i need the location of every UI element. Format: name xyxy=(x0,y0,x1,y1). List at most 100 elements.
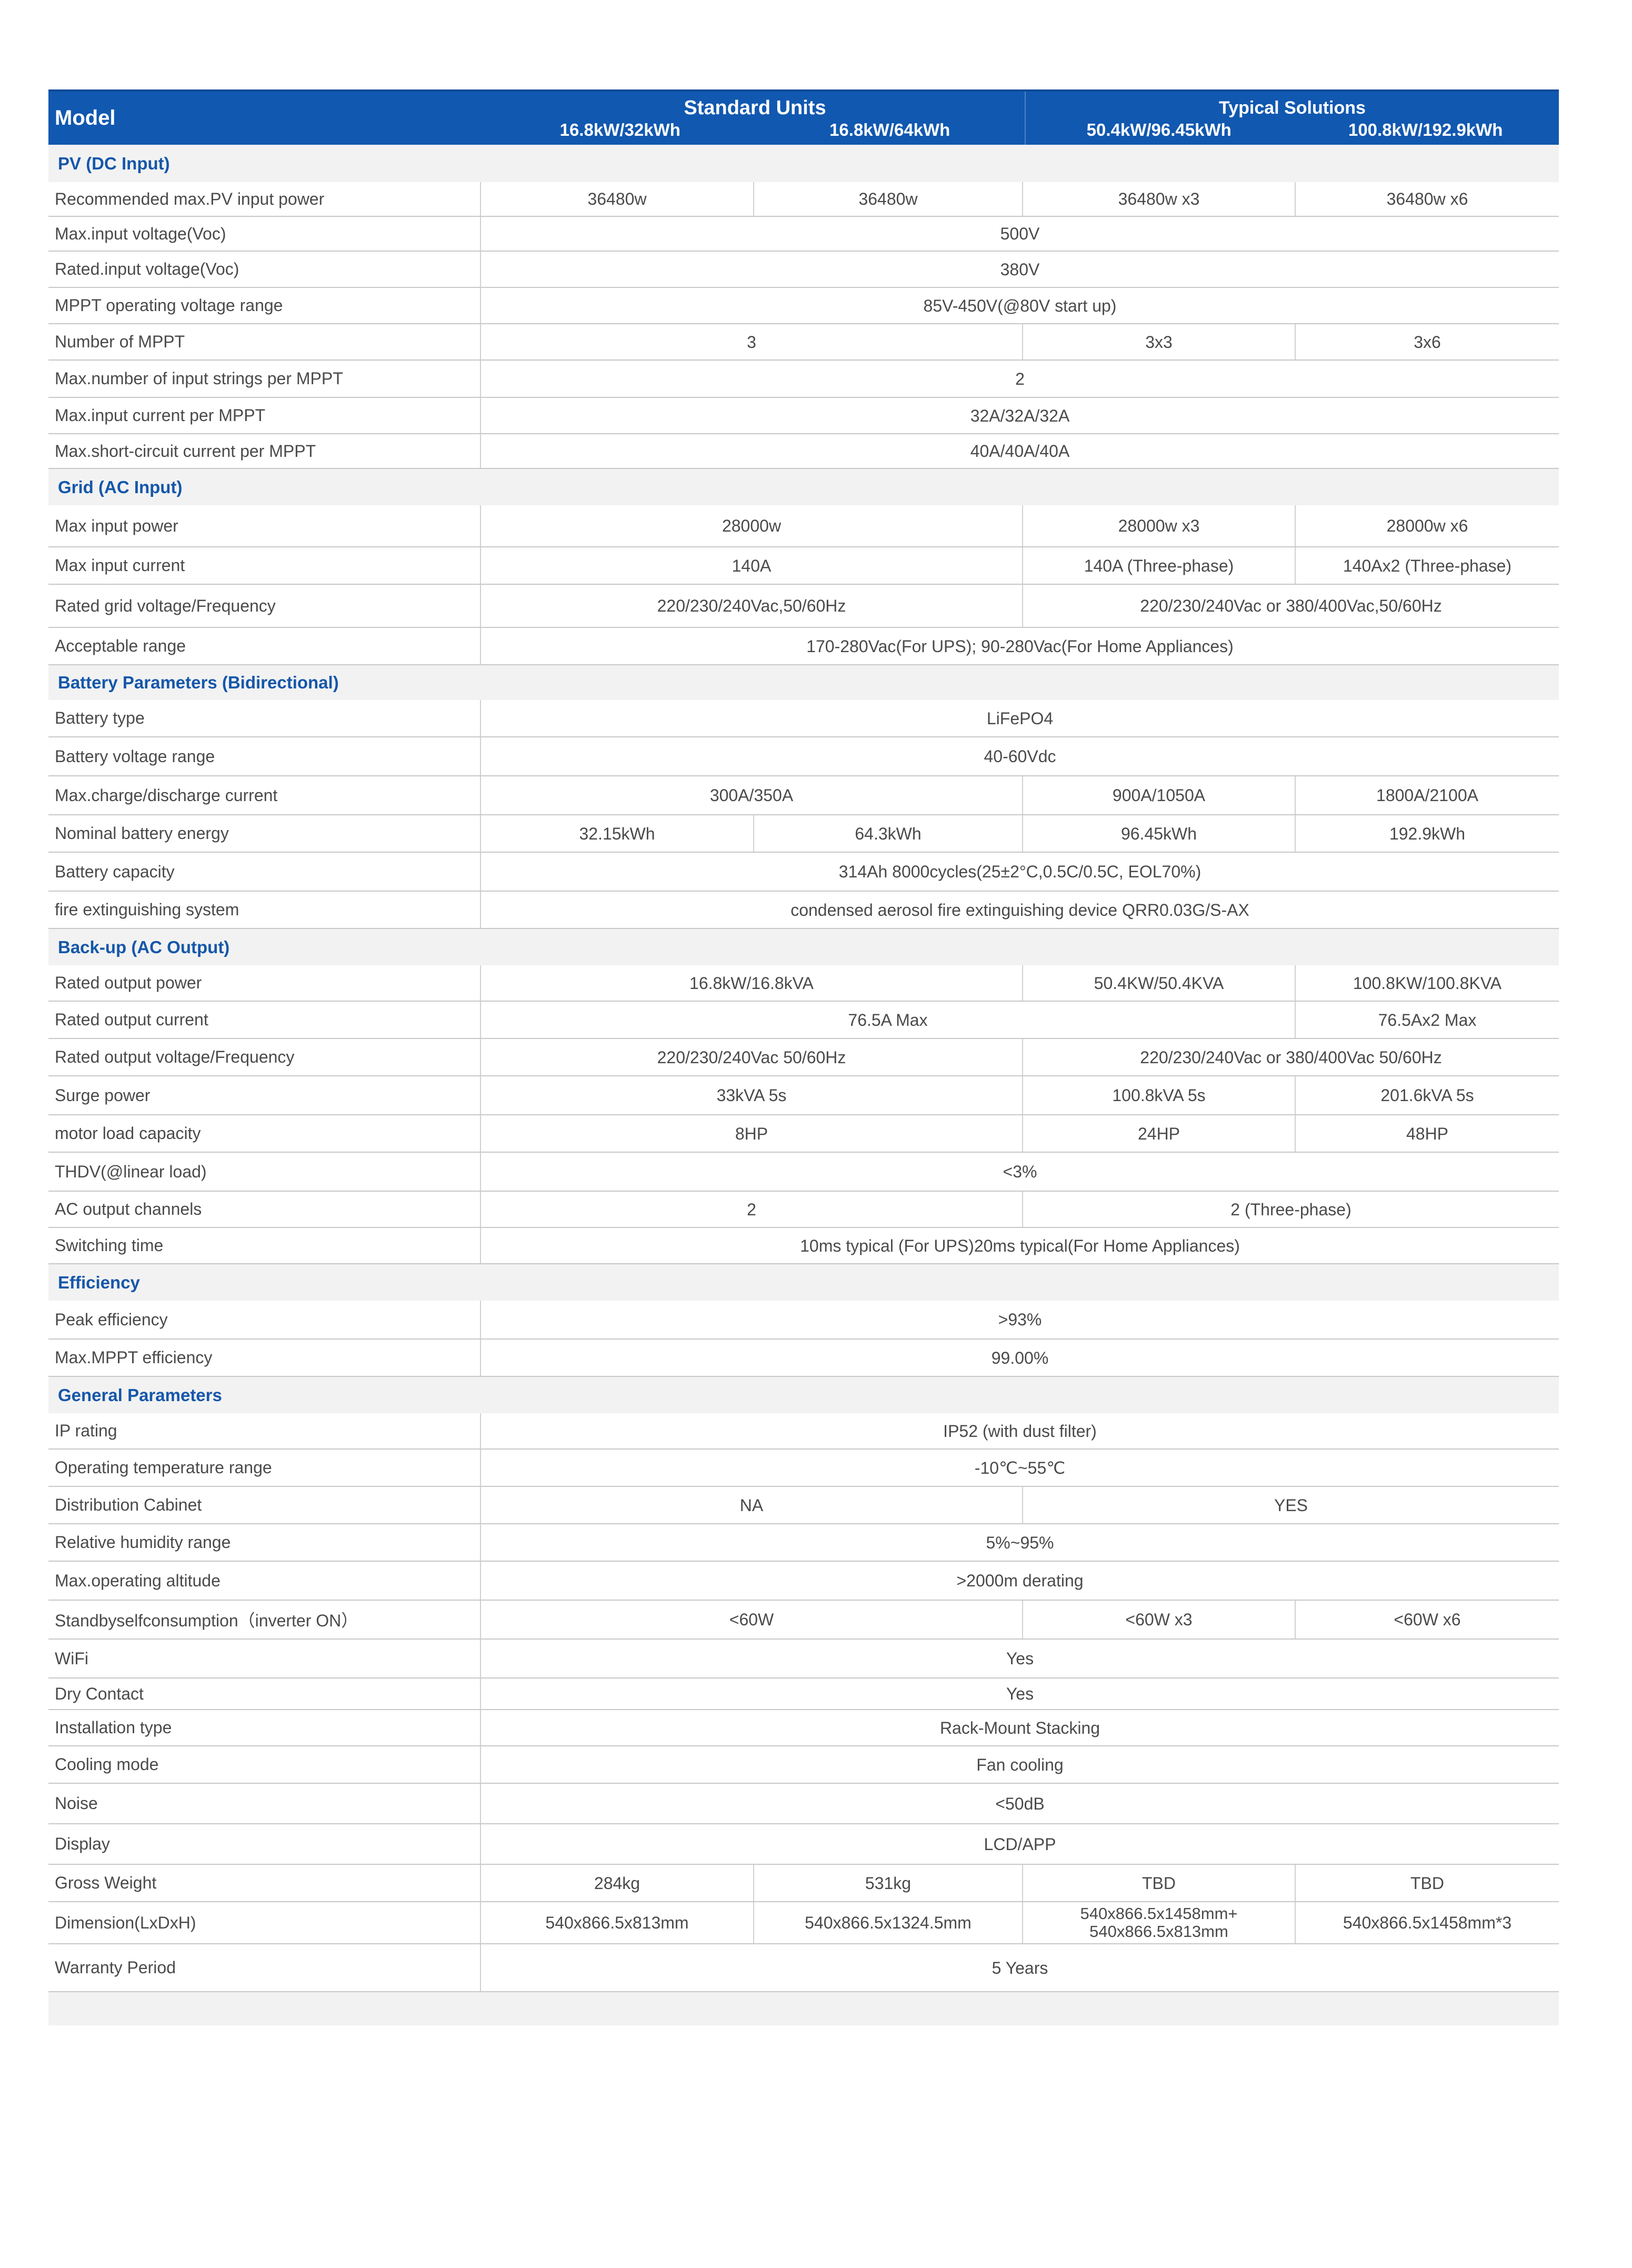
row-value: 1800A/2100A xyxy=(1376,786,1478,805)
table-row: Peak efficiency >93% xyxy=(48,1301,1559,1340)
table-row: Rated.input voltage(Voc) 380V xyxy=(48,252,1559,288)
row-label: Rated.input voltage(Voc) xyxy=(48,252,481,287)
row-value: >2000m derating xyxy=(956,1571,1084,1590)
row-value: 28000w xyxy=(481,505,1023,546)
row-value: -10℃~55℃ xyxy=(974,1458,1066,1477)
table-row: Max input power 28000w 28000w x3 28000w x6 xyxy=(48,505,1559,547)
row-value: 10ms typical (For UPS)20ms typical(For H… xyxy=(800,1236,1240,1255)
row-value: 300A/350A xyxy=(481,776,1023,814)
row-value: 36480w x6 xyxy=(1386,189,1468,208)
table-row: Max.charge/discharge current 300A/350A 900… xyxy=(48,776,1559,815)
section-title: General Parameters xyxy=(48,1377,1559,1413)
row-value: 33kVA 5s xyxy=(481,1076,1023,1114)
row-value: 3 xyxy=(481,324,1023,359)
row-label: Rated output voltage/Frequency xyxy=(48,1039,481,1075)
row-value: 220/230/240Vac or 380/400Vac 50/60Hz xyxy=(1140,1047,1442,1067)
row-value: 48HP xyxy=(1406,1124,1449,1143)
row-value: 5%~95% xyxy=(986,1533,1054,1552)
table-row: Warranty Period 5 Years xyxy=(48,1944,1559,1992)
row-value: 140A xyxy=(481,547,1023,584)
table-row: Switching time 10ms typical (For UPS)20ms… xyxy=(48,1228,1559,1264)
row-value: 50.4KW/50.4KVA xyxy=(1023,965,1296,1001)
row-value: 140Ax2 (Three-phase) xyxy=(1343,556,1512,575)
row-label: Rated output current xyxy=(48,1002,481,1038)
section-title: Battery Parameters (Bidirectional) xyxy=(48,665,1559,700)
row-value: 3x3 xyxy=(1023,324,1296,359)
row-value: 36480w xyxy=(754,182,1023,216)
row-value: <3% xyxy=(1003,1162,1037,1181)
row-value: 28000w x3 xyxy=(1023,505,1296,546)
table-row: Cooling mode Fan cooling xyxy=(48,1746,1559,1784)
table-row: AC output channels 2 2 (Three-phase) xyxy=(48,1192,1559,1228)
table-row: Max.operating altitude >2000m derating xyxy=(48,1562,1559,1601)
row-value: YES xyxy=(1274,1495,1308,1515)
row-label: Battery type xyxy=(48,700,481,736)
table-row: Rated output voltage/Frequency 220/230/24… xyxy=(48,1039,1559,1076)
row-label: Dimension(LxDxH) xyxy=(48,1902,481,1943)
row-label: Battery capacity xyxy=(48,853,481,891)
row-label: Switching time xyxy=(48,1228,481,1263)
group-title: Typical Solutions xyxy=(1218,97,1366,118)
row-value: LiFePO4 xyxy=(986,708,1054,728)
row-value: 32A/32A/32A xyxy=(970,406,1070,425)
row-label: Distribution Cabinet xyxy=(48,1487,481,1523)
row-value: Yes xyxy=(1006,1684,1034,1703)
row-value: 76.5A Max xyxy=(481,1002,1296,1038)
table-row: Nominal battery energy 32.15kWh 64.3kWh 96.… xyxy=(48,815,1559,853)
table-row: WiFi Yes xyxy=(48,1640,1559,1678)
table-row: Operating temperature range -10℃~55℃ xyxy=(48,1450,1559,1487)
model-name: 100.8kW/192.9kWh xyxy=(1348,119,1503,139)
row-value: 5 Years xyxy=(992,1958,1048,1977)
table-row: Max input current 140A 140A (Three-phase) 1… xyxy=(48,547,1559,585)
standard-units-group: Standard Units 16.8kW/32kWh 16.8kW/64kWh xyxy=(485,92,1026,145)
row-label: Display xyxy=(48,1824,481,1864)
group-title: Standard Units xyxy=(684,96,826,119)
row-value: 3x6 xyxy=(1414,332,1441,352)
row-label: Cooling mode xyxy=(48,1746,481,1783)
row-label: AC output channels xyxy=(48,1192,481,1227)
row-label: Max.charge/discharge current xyxy=(48,776,481,814)
table-row: Battery capacity 314Ah 8000cycles(25±2°C,… xyxy=(48,853,1559,892)
row-label: Max.input current per MPPT xyxy=(48,398,481,433)
row-value: 500V xyxy=(1000,224,1040,243)
row-value: 24HP xyxy=(1023,1115,1296,1152)
row-label: MPPT operating voltage range xyxy=(48,288,481,323)
spec-table: Model Standard Units 16.8kW/32kWh 16.8kW… xyxy=(48,89,1559,2025)
table-row: fire extinguishing system condensed aeros… xyxy=(48,892,1559,929)
row-value: >93% xyxy=(998,1310,1042,1329)
row-value: 140A (Three-phase) xyxy=(1023,547,1296,584)
table-row: Dimension(LxDxH) 540x866.5x813mm 540x866.5… xyxy=(48,1902,1559,1944)
row-value: 64.3kWh xyxy=(754,815,1023,852)
row-value: 220/230/240Vac or 380/400Vac,50/60Hz xyxy=(1140,596,1442,615)
row-label: Standbyselfconsumption（inverter ON） xyxy=(48,1601,481,1638)
row-value: 540x866.5x1458mm+ 540x866.5x813mm xyxy=(1023,1902,1296,1943)
row-value: 96.45kWh xyxy=(1023,815,1296,852)
row-value: TBD xyxy=(1410,1873,1444,1893)
row-value: 28000w x6 xyxy=(1386,516,1468,535)
table-row: Battery type LiFePO4 xyxy=(48,700,1559,737)
table-row: Dry Contact Yes xyxy=(48,1678,1559,1710)
row-label: Max.operating altitude xyxy=(48,1562,481,1600)
row-value: IP52 (with dust filter) xyxy=(943,1421,1097,1441)
row-label: Max.short-circuit current per MPPT xyxy=(48,434,481,468)
row-value: <60W x6 xyxy=(1394,1610,1461,1629)
table-row: IP rating IP52 (with dust filter) xyxy=(48,1413,1559,1450)
table-row: Max.number of input strings per MPPT 2 xyxy=(48,361,1559,398)
row-value: Fan cooling xyxy=(976,1755,1064,1774)
row-value: 380V xyxy=(1000,259,1040,279)
table-row: Rated output current 76.5A Max 76.5Ax2 Max xyxy=(48,1002,1559,1039)
table-row: Max.input current per MPPT 32A/32A/32A xyxy=(48,398,1559,434)
row-value: 2 xyxy=(1015,369,1025,388)
model-name: 16.8kW/32kWh xyxy=(559,119,680,139)
row-value: 540x866.5x813mm xyxy=(481,1902,754,1943)
table-row: Max.input voltage(Voc) 500V xyxy=(48,217,1559,252)
row-value: 2 xyxy=(481,1192,1023,1227)
table-row: Noise <50dB xyxy=(48,1784,1559,1824)
row-label: Number of MPPT xyxy=(48,324,481,359)
row-value: 8HP xyxy=(481,1115,1023,1152)
row-label: Gross Weight xyxy=(48,1865,481,1901)
row-value: condensed aerosol fire extinguishing dev… xyxy=(790,900,1249,920)
row-label: WiFi xyxy=(48,1640,481,1677)
row-label: Rated grid voltage/Frequency xyxy=(48,585,481,627)
row-label: Relative humidity range xyxy=(48,1524,481,1561)
